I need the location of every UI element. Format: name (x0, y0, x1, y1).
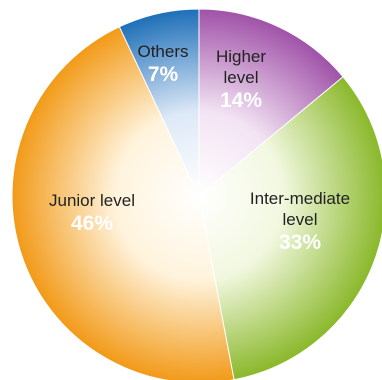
slice-label: Inter-mediate (250, 189, 350, 208)
pie-slice (118, 8, 200, 197)
pie-slice (198, 8, 344, 198)
slice-label: Higher (216, 47, 266, 66)
slice-percentage: 46% (71, 212, 113, 235)
slice-label: level (283, 210, 318, 229)
slice-percentage: 14% (220, 89, 262, 112)
pie-labels: Higher level 14% Inter-mediate level 33% Junio… (49, 42, 350, 254)
slice-label: level (224, 68, 259, 87)
pie-slice (198, 76, 382, 380)
slice-label: Junior level (49, 191, 135, 210)
slice-percentage: 7% (148, 63, 179, 86)
slice-percentage: 33% (279, 231, 321, 254)
slice-label: Others (137, 42, 188, 61)
pie-slices (11, 8, 382, 380)
pie-slice (11, 26, 235, 380)
